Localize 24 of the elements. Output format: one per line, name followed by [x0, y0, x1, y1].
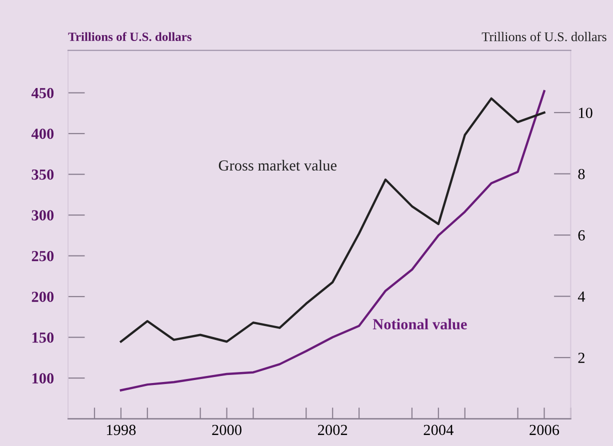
y-tick-label: 250	[32, 250, 54, 262]
y2-tick-label: 8	[578, 168, 585, 180]
y-tick-label: 200	[32, 292, 54, 302]
y2-tick-label: 4	[578, 292, 586, 302]
text: Gross market value	[218, 160, 337, 171]
y-tick-label: 450	[31, 88, 54, 98]
series-label: Notional value	[372, 318, 467, 330]
y-axis-title: Trillions of U.S. dollars	[68, 32, 192, 42]
x-tick-label: 1998	[107, 424, 136, 436]
y2-tick-label: 6	[578, 230, 585, 241]
y-tick-label: 400	[31, 128, 54, 139]
x-tick-label: 2006	[530, 424, 560, 436]
x-tick-label: 2004	[424, 424, 454, 436]
line-series	[120, 97, 546, 343]
y2-tick-label: 10	[578, 108, 592, 118]
y-tick-label: 150	[32, 332, 54, 343]
x-tick-label: 2000	[212, 424, 242, 436]
y-tick-label: 100	[32, 373, 54, 384]
x-tick-label: 2002	[318, 424, 348, 436]
y-tick-label: 300	[32, 210, 54, 220]
y2-axis-title: Trillions of U.S. dollars	[482, 32, 606, 42]
y2-tick-label: 2	[578, 352, 584, 363]
line-series	[120, 90, 546, 392]
y-tick-label: 350	[32, 169, 54, 180]
